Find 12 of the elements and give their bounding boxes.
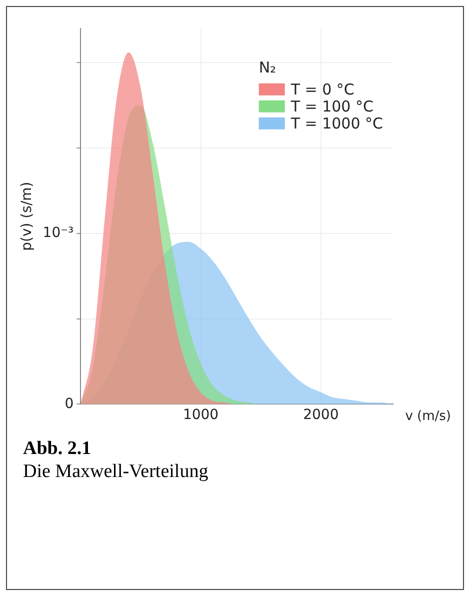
legend-title: N₂ — [258, 58, 276, 76]
caption: Abb. 2.1 — [23, 437, 92, 460]
y-axis-title: p(v) (s/m) — [19, 182, 36, 251]
x-tick-label: 2000 — [303, 407, 339, 424]
x-axis-title: v (m/s) — [405, 409, 451, 424]
legend-label: T = 0 °C — [290, 80, 354, 98]
text: Die Maxwell-Verteilung — [23, 460, 208, 483]
y-tick-label: 0 — [64, 396, 74, 412]
legend-label: T = 1000 °C — [290, 114, 384, 132]
y-tick-label: 10⁻³ — [42, 225, 74, 242]
x-tick-label: 1000 — [182, 407, 219, 424]
legend-label: T = 100 °C — [290, 97, 374, 116]
